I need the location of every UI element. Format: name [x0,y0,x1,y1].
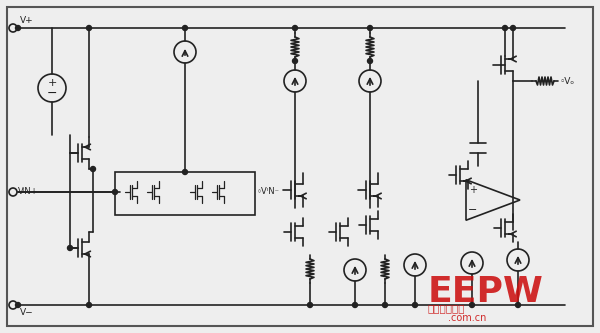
Circle shape [511,26,515,31]
Text: ◦Vₒ: ◦Vₒ [560,77,575,86]
Circle shape [413,302,418,307]
Circle shape [67,245,73,250]
Circle shape [16,302,20,307]
Text: VᴵN+: VᴵN+ [18,187,38,196]
FancyBboxPatch shape [7,7,593,326]
Text: +: + [469,185,477,195]
Circle shape [353,302,358,307]
Text: +: + [47,78,56,88]
Circle shape [470,302,475,307]
Text: ◦VᴵN⁻: ◦VᴵN⁻ [257,187,280,196]
Text: 电子产品世界: 电子产品世界 [428,303,466,313]
Circle shape [367,59,373,64]
Circle shape [113,189,118,194]
Text: V−: V− [20,308,34,317]
Circle shape [383,302,388,307]
Circle shape [293,59,298,64]
Text: V+: V+ [20,16,34,25]
Text: −: − [47,87,57,100]
Circle shape [86,26,91,31]
Circle shape [182,169,187,174]
Circle shape [308,302,313,307]
Text: EEPW: EEPW [428,275,544,309]
Circle shape [367,26,373,31]
Text: .com.cn: .com.cn [448,313,487,323]
Circle shape [182,26,187,31]
Circle shape [16,26,20,31]
Circle shape [503,26,508,31]
Circle shape [515,302,521,307]
Circle shape [293,26,298,31]
Circle shape [91,166,95,171]
Circle shape [86,302,91,307]
Text: −: − [469,205,478,215]
